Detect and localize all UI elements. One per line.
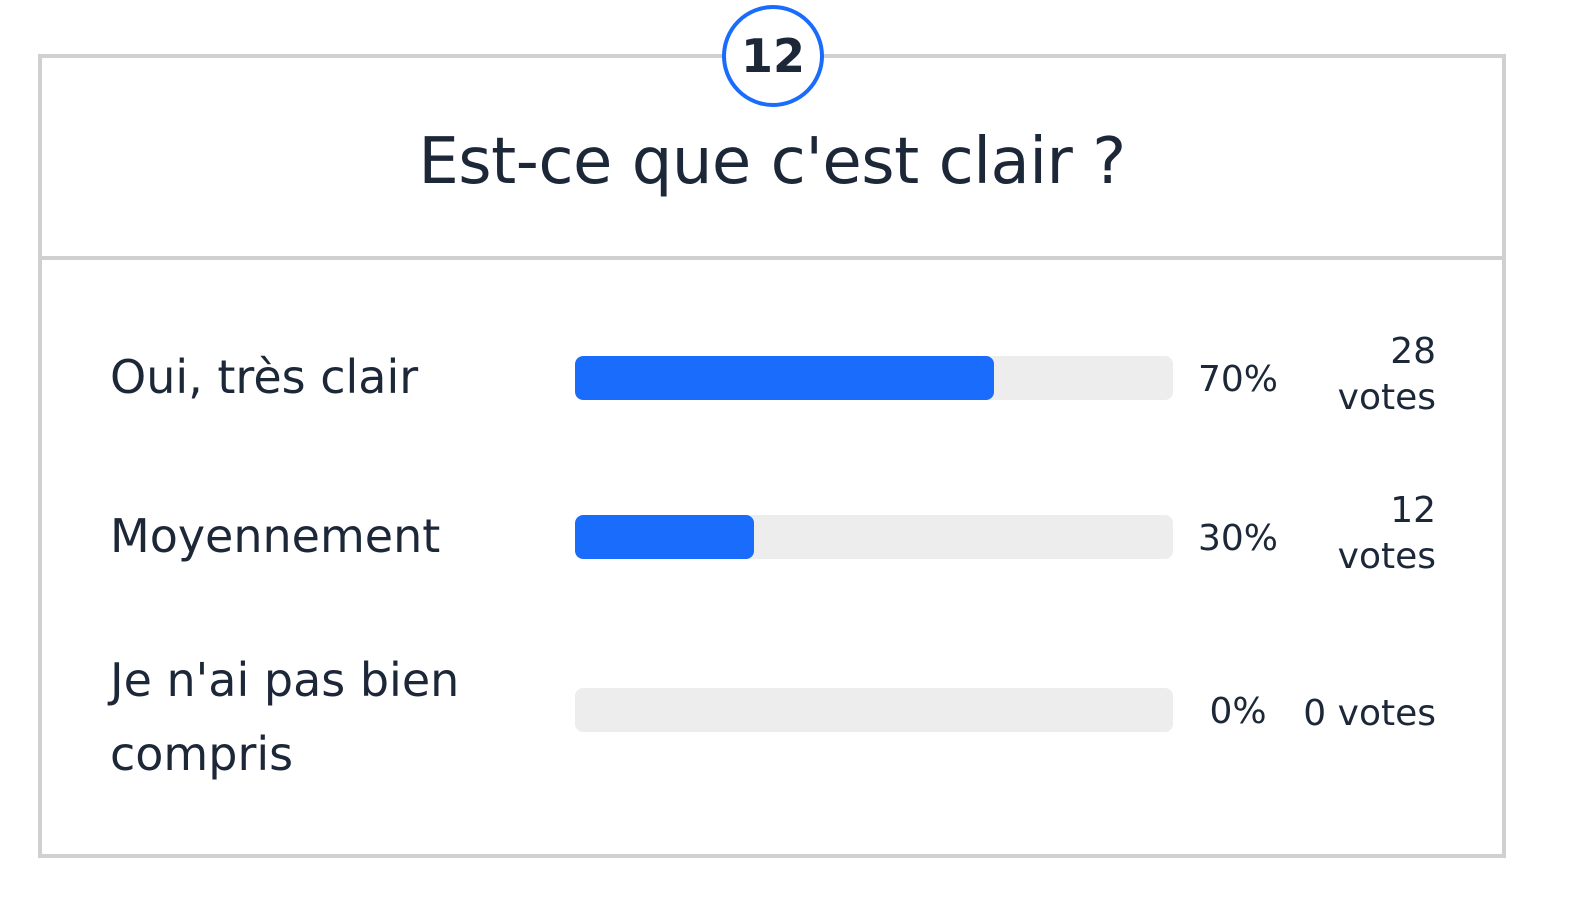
option-bar-track — [575, 356, 1173, 400]
option-bar-fill — [575, 356, 994, 400]
poll-card: Est-ce que c'est clair ? Oui, très clair… — [38, 54, 1506, 858]
vote-count-badge-value: 12 — [740, 29, 805, 83]
option-bar-track — [575, 515, 1173, 559]
poll-option-pas-bien-compris: Je n'ai pas bien compris 0% 0 votes — [42, 643, 1502, 803]
poll-option-moyennement: Moyennement 30% 12 votes — [42, 482, 1502, 592]
option-label: Oui, très clair — [110, 350, 419, 404]
option-votes-text: 0 votes — [1303, 693, 1436, 734]
poll-header: Est-ce que c'est clair ? — [42, 58, 1502, 260]
poll-option-oui-tres-clair: Oui, très clair 70% 28 votes — [42, 323, 1502, 433]
option-percent: 70% — [1197, 359, 1278, 400]
option-votes: 12 votes — [1276, 488, 1436, 580]
option-percent: 0% — [1209, 691, 1267, 732]
poll-question: Est-ce que c'est clair ? — [418, 125, 1126, 199]
option-votes-count: 12 — [1390, 490, 1436, 531]
option-votes: 28 votes — [1276, 329, 1436, 421]
option-percent: 30% — [1197, 518, 1278, 559]
option-votes-unit: votes — [1337, 536, 1436, 577]
option-votes-unit: votes — [1337, 377, 1436, 418]
option-bar-fill — [575, 515, 755, 559]
vote-count-badge: 12 — [722, 5, 824, 107]
option-label: Je n'ai pas bien compris — [110, 653, 460, 781]
option-bar-track — [575, 688, 1173, 732]
option-label: Moyennement — [110, 509, 441, 563]
option-votes: 0 votes — [1216, 691, 1436, 737]
option-votes-count: 28 — [1390, 331, 1436, 372]
